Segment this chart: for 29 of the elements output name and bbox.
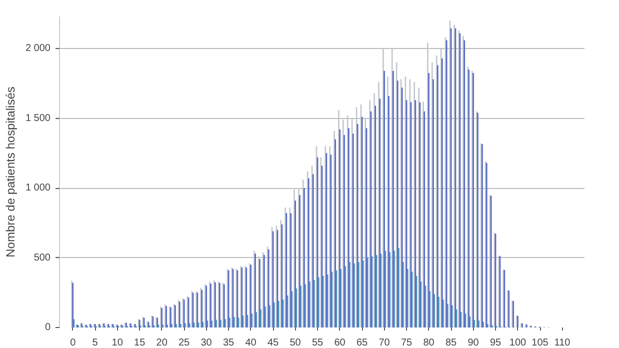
y-axis-title: Nombre de patients hospitalisés xyxy=(3,86,18,258)
y-tick-label: 500 xyxy=(34,252,51,264)
y-tick-label: 2 000 xyxy=(25,43,51,54)
x-tick-label: 55 xyxy=(312,338,324,348)
x-tick-label: 85 xyxy=(445,338,458,348)
x-tick-label: 25 xyxy=(178,338,190,348)
y-tick-label: 1 500 xyxy=(25,112,51,124)
x-tick-label: 20 xyxy=(156,338,168,348)
x-tick-label: 105 xyxy=(532,338,549,348)
x-tick-label: 65 xyxy=(356,338,368,348)
x-tick-label: 50 xyxy=(290,338,302,348)
x-tick-label: 35 xyxy=(223,338,235,348)
x-tick-label: 40 xyxy=(245,338,257,348)
x-tick-label: 30 xyxy=(200,338,212,348)
x-tick-label: 0 xyxy=(70,338,76,348)
x-tick-label: 70 xyxy=(378,338,390,348)
x-tick-label: 10 xyxy=(112,338,124,348)
x-tick-label: 45 xyxy=(268,338,280,348)
x-tick-label: 75 xyxy=(400,338,413,348)
x-tick-label: 100 xyxy=(509,338,527,348)
x-tick-label: 95 xyxy=(490,338,502,348)
y-tick-label: 0 xyxy=(44,322,51,333)
x-tick-label: 5 xyxy=(92,338,98,348)
x-tick-label: 90 xyxy=(468,338,480,348)
x-tick-label: 15 xyxy=(134,338,146,348)
y-tick-label: 1 000 xyxy=(25,182,51,194)
x-tick-label: 60 xyxy=(334,338,346,348)
x-tick-label: 80 xyxy=(423,338,435,348)
x-tick-label: 110 xyxy=(554,338,571,348)
